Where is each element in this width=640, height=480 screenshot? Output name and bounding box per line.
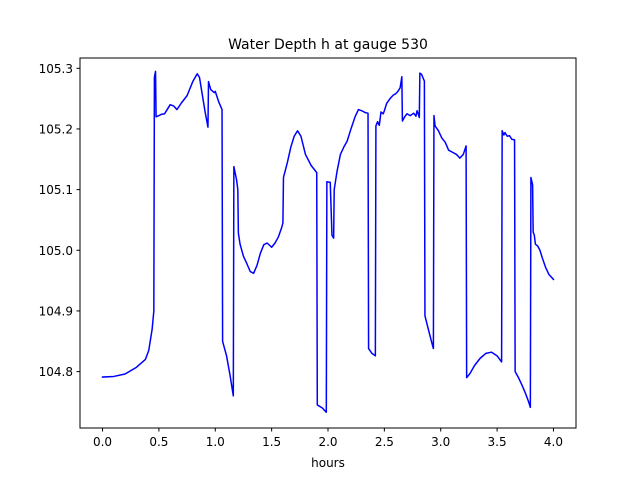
x-tick-label: 2.5 [375,435,394,449]
y-tick-label: 105.3 [39,62,73,76]
x-tick-label: 0.5 [149,435,168,449]
y-axis: 104.8 104.9 105.0 105.1 105.2 105.3 [39,62,80,379]
x-tick-label: 2.0 [318,435,337,449]
x-tick-label: 3.0 [431,435,450,449]
y-tick-label: 105.1 [39,183,73,197]
x-tick-label: 0.0 [93,435,112,449]
series-layer [101,70,555,413]
y-tick-label: 104.9 [39,304,73,318]
x-tick-label: 4.0 [544,435,563,449]
x-tick-label: 3.5 [488,435,507,449]
x-axis: 0.0 0.5 1.0 1.5 2.0 2.5 3.0 3.5 4.0 [93,428,563,449]
x-tick-label: 1.5 [262,435,281,449]
y-tick-label: 105.2 [39,122,73,136]
depth-series-line [101,70,555,413]
x-tick-label: 1.0 [206,435,225,449]
y-tick-label: 105.0 [39,244,73,258]
chart-title: Water Depth h at gauge 530 [228,37,428,53]
y-tick-label: 104.8 [39,365,73,379]
x-axis-label: hours [311,456,345,470]
